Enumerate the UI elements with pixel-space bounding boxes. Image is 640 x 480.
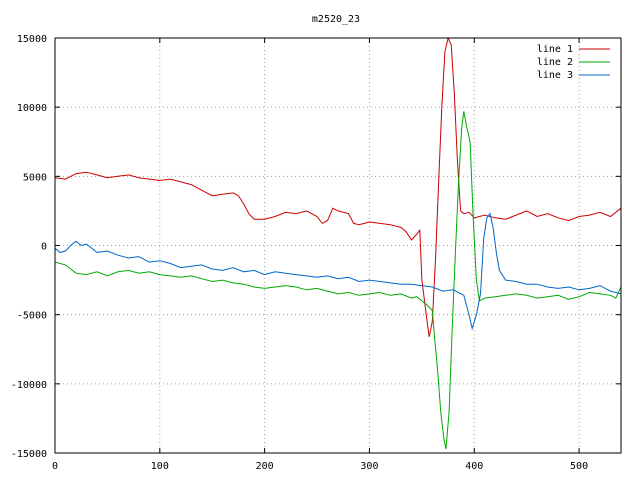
series-line-3 bbox=[54, 212, 622, 331]
chart-title: m2520_23 bbox=[312, 14, 360, 25]
x-tick-label: 400 bbox=[465, 461, 483, 472]
plot-frame bbox=[54, 37, 622, 454]
y-axis-ticks: -15000 -10000 -5000 0 5000 10000 15000 bbox=[11, 34, 621, 460]
legend-label: line 1 bbox=[537, 44, 573, 55]
x-tick-label: 500 bbox=[570, 461, 588, 472]
y-tick-label: -5000 bbox=[17, 311, 47, 322]
y-tick-label: 5000 bbox=[23, 172, 47, 183]
series-lines bbox=[54, 36, 622, 450]
y-tick-label: 0 bbox=[41, 242, 47, 253]
legend: line 1 line 2 line 3 bbox=[537, 44, 610, 81]
series-line-1 bbox=[54, 36, 622, 337]
x-tick-label: 0 bbox=[52, 461, 58, 472]
x-tick-label: 100 bbox=[151, 461, 169, 472]
series-line-2 bbox=[54, 111, 622, 450]
grid bbox=[55, 38, 621, 453]
y-tick-label: -15000 bbox=[11, 449, 47, 460]
legend-label: line 2 bbox=[537, 57, 573, 68]
x-tick-label: 300 bbox=[360, 461, 378, 472]
y-tick-label: 15000 bbox=[17, 34, 47, 45]
x-tick-label: 200 bbox=[256, 461, 274, 472]
legend-label: line 3 bbox=[537, 70, 573, 81]
x-axis-ticks: 0 100 200 300 400 500 bbox=[52, 38, 588, 472]
y-tick-label: -10000 bbox=[11, 380, 47, 391]
y-tick-label: 10000 bbox=[17, 103, 47, 114]
